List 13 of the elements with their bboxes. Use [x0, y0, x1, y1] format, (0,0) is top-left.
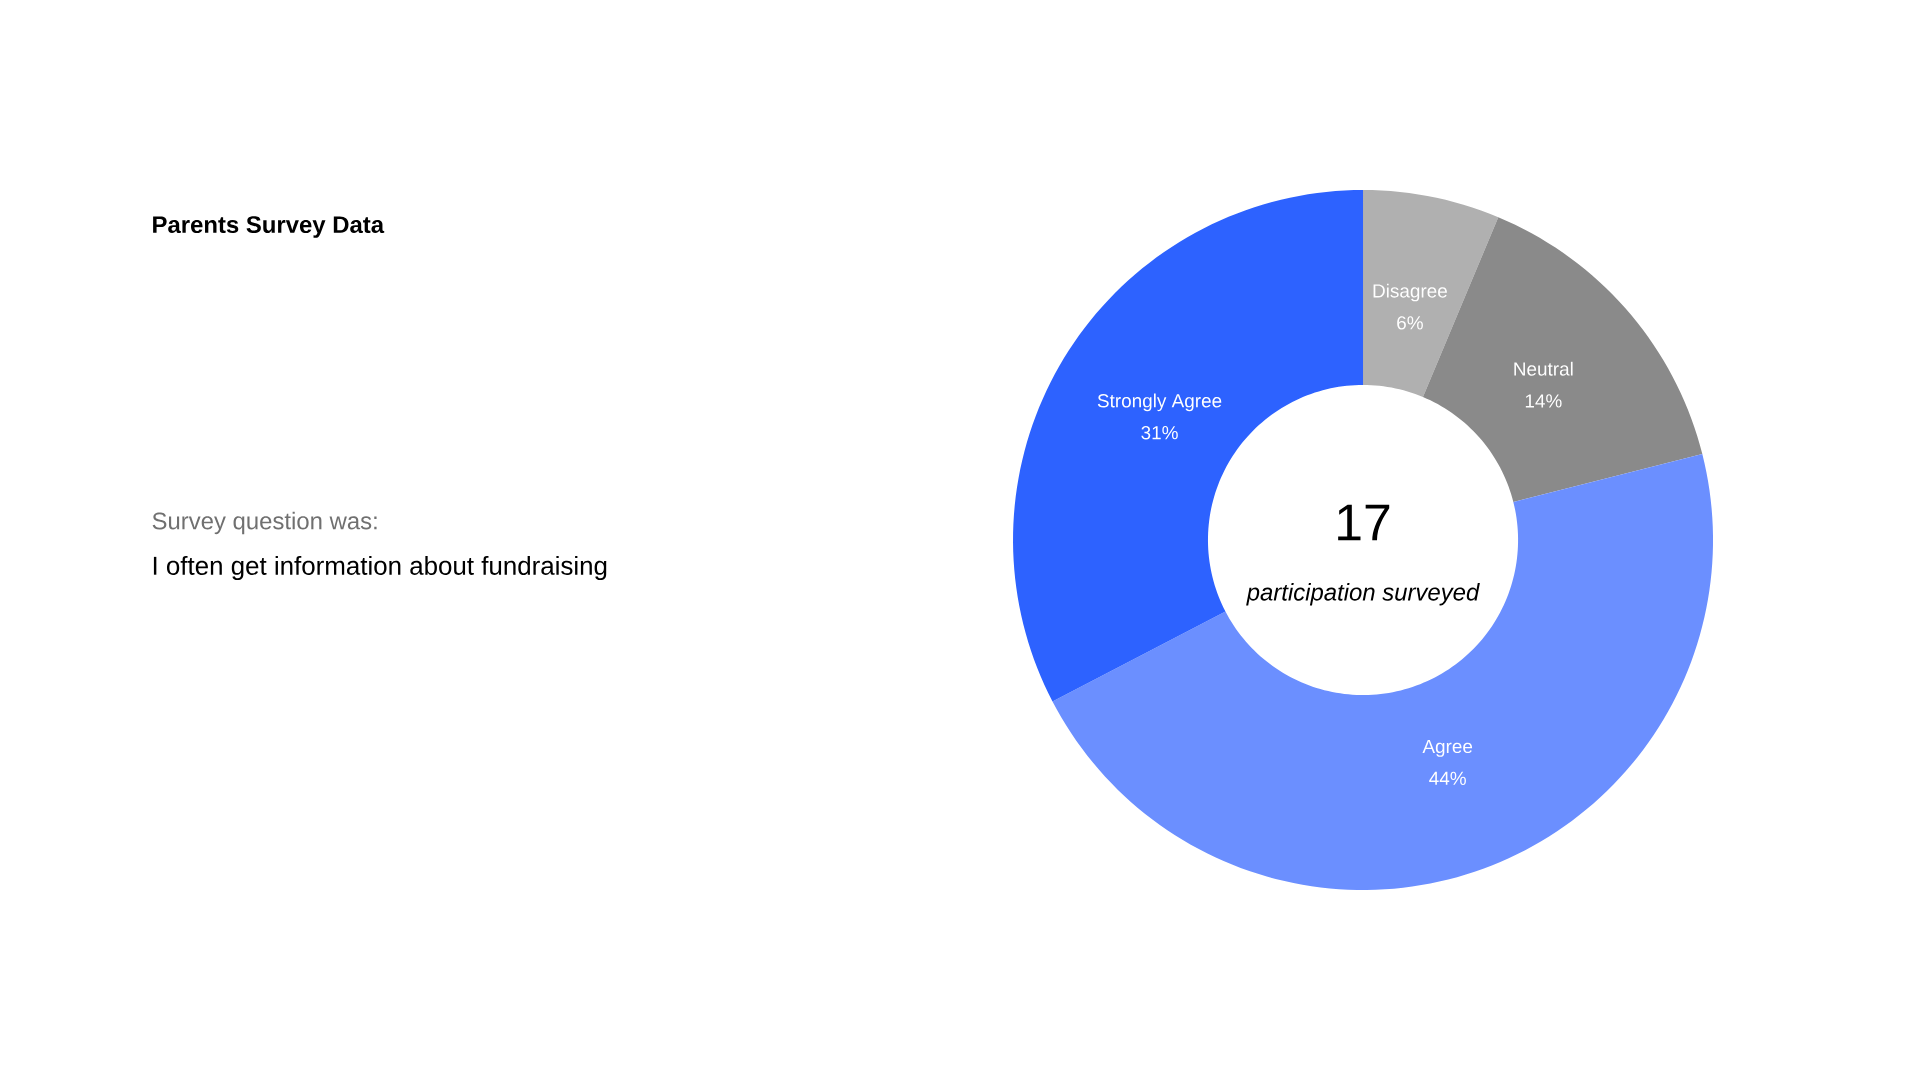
- slice-label: Agree: [1422, 739, 1473, 757]
- slice-label: Disagree: [1373, 283, 1447, 302]
- text: Survey question was:: [152, 511, 377, 535]
- data-label: 6%: [1397, 316, 1423, 330]
- text: 17: [1338, 504, 1390, 541]
- text: participation surveyed: [1246, 583, 1480, 606]
- text: I often get information about fundraising: [153, 555, 607, 581]
- slice-label: Neutral: [1514, 361, 1573, 376]
- slice-label: Strongly Agree: [1097, 393, 1222, 412]
- text: Parents Survey Data: [153, 216, 385, 238]
- data-label: 14%: [1525, 394, 1562, 408]
- data-label: 44%: [1429, 771, 1466, 785]
- data-label: 31%: [1141, 425, 1178, 440]
